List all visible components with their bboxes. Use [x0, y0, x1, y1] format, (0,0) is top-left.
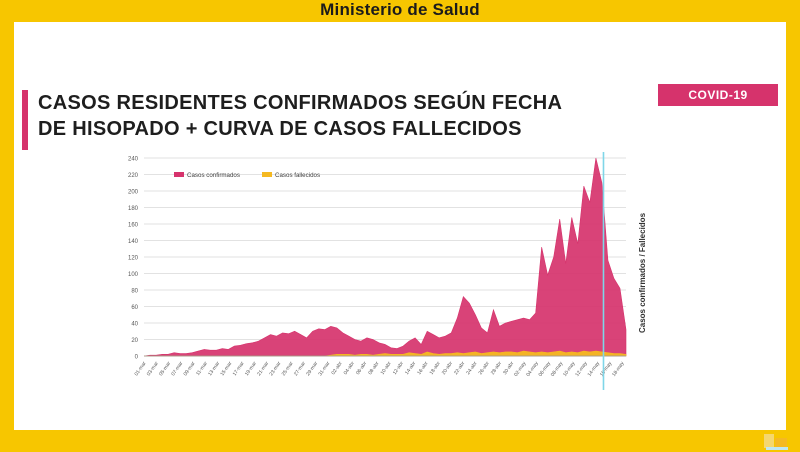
legend-swatch-confirmed	[174, 172, 184, 177]
y-tick-label: 120	[128, 256, 139, 262]
x-tick-label: 02-abr	[331, 360, 344, 376]
y-tick-label: 100	[128, 272, 139, 278]
y-tick-label: 180	[128, 206, 139, 212]
y-axis-ticks: 0 20 40 60 80 100 120 140 160 180 200 220 240	[128, 157, 139, 361]
y-tick-label: 160	[128, 223, 139, 229]
x-tick-label: 16-abr	[416, 360, 429, 376]
x-tick-label: 14-abr	[404, 360, 417, 376]
broadcaster-logo	[764, 434, 788, 450]
chart-title-line-1: CASOS RESIDENTES CONFIRMADOS SEGÚN FECHA	[38, 92, 563, 114]
legend-label-deaths: Casos fallecidos	[275, 172, 320, 179]
x-axis-ticks: 01-mar03-mar05-mar07-mar09-mar11-mar13-m…	[134, 360, 626, 378]
y-tick-label: 240	[128, 157, 139, 163]
x-tick-label: 28-abr	[490, 360, 503, 376]
y-tick-label: 80	[131, 289, 138, 295]
covid-badge: COVID-19	[658, 84, 778, 106]
x-tick-label: 10-abr	[380, 360, 393, 376]
x-tick-label: 31-mar	[317, 360, 331, 377]
y-axis-label: Casos confirmados / Fallecidos	[638, 212, 647, 333]
y-tick-label: 200	[128, 190, 139, 196]
x-tick-label: 09-mar	[183, 360, 197, 377]
y-tick-label: 0	[135, 355, 139, 361]
chart-legend: Casos confirmados Casos fallecidos	[174, 172, 320, 179]
x-tick-label: 08-abr	[367, 360, 380, 376]
series-confirmed-area	[143, 157, 627, 357]
legend-swatch-deaths	[262, 172, 272, 177]
ministry-header: Ministerio de Salud	[320, 0, 480, 19]
chart-title-line-2: DE HISOPADO + CURVA DE CASOS FALLECIDOS	[38, 118, 522, 140]
slide-panel: CASOS RESIDENTES CONFIRMADOS SEGÚN FECHA…	[14, 22, 788, 450]
chart-areas	[143, 157, 627, 357]
y-tick-label: 20	[131, 338, 138, 344]
x-tick-label: 26-abr	[478, 360, 491, 376]
x-tick-label: 22-abr	[453, 360, 466, 376]
y-tick-label: 140	[128, 239, 139, 245]
x-tick-label: 06-abr	[355, 360, 368, 376]
cases-chart: 0 20 40 60 80 100 120 140 160 180 200 220 240 01-mar…	[128, 152, 647, 390]
x-tick-label: 18-may	[611, 360, 626, 378]
legend-label-confirmed: Casos confirmados	[187, 172, 240, 179]
x-tick-label: 24-abr	[465, 360, 478, 376]
y-tick-label: 220	[128, 173, 139, 179]
x-tick-label: 20-abr	[441, 360, 454, 376]
chart-grid	[144, 157, 626, 357]
y-tick-label: 60	[131, 305, 138, 311]
title-accent-bar	[22, 90, 28, 150]
x-tick-label: 12-abr	[392, 360, 405, 376]
chart-title: CASOS RESIDENTES CONFIRMADOS SEGÚN FECHA…	[38, 90, 638, 142]
x-tick-label: 04-abr	[343, 360, 356, 376]
y-tick-label: 40	[131, 322, 138, 328]
x-tick-label: 18-abr	[429, 360, 442, 376]
